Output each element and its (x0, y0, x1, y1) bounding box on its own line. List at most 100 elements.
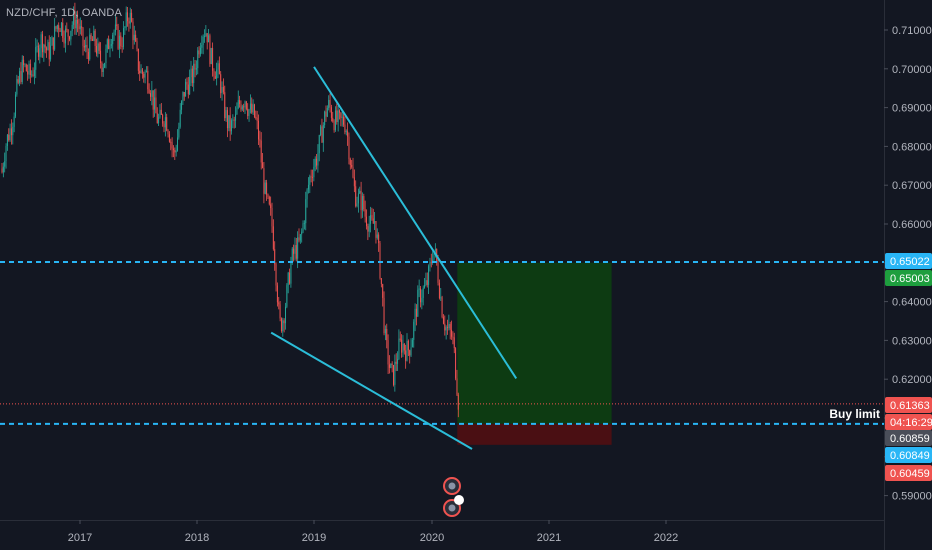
candle-body (320, 126, 322, 136)
candle-body (272, 226, 274, 250)
candle-body (159, 109, 161, 118)
candle-body (444, 323, 446, 331)
candle-body (8, 134, 10, 141)
candle-body (120, 35, 122, 47)
candle-body (379, 243, 381, 279)
candle-body (86, 44, 88, 52)
candle-body (186, 81, 188, 85)
candle-body (112, 34, 114, 45)
candle-body (256, 117, 258, 121)
candle-body (106, 39, 108, 49)
candle-body (198, 50, 200, 55)
candle-body (403, 343, 405, 351)
candle-body (451, 329, 453, 337)
candle-body (397, 359, 399, 364)
candle-body (312, 177, 313, 178)
candle-body (285, 306, 286, 324)
candle-body (232, 119, 234, 121)
candle-body (266, 182, 268, 195)
candle-body (321, 126, 323, 143)
candle-body (302, 223, 304, 232)
candle-body (147, 70, 149, 90)
candle-body (175, 150, 177, 153)
candle-body (218, 63, 220, 75)
price-label-line-bg (885, 447, 932, 463)
candle-body (78, 23, 80, 30)
candle-body (93, 30, 95, 41)
candle-body (226, 110, 228, 129)
y-tick-label: 0.68000 (892, 141, 932, 153)
candle-body (359, 190, 361, 194)
candle-body (438, 282, 440, 299)
candle-body (220, 74, 222, 94)
y-tick-label: 0.71000 (892, 25, 932, 37)
candle-body (109, 45, 111, 50)
candle-body (309, 176, 311, 185)
candle-body (97, 43, 99, 54)
candle-body (303, 223, 305, 224)
candle-body (58, 25, 60, 30)
candle-body (39, 48, 41, 57)
candle-body (141, 69, 143, 74)
price-label-target-bg (885, 270, 932, 286)
candle-body (81, 26, 83, 28)
candle-body (248, 109, 250, 117)
candle-body (152, 90, 154, 110)
candle-body (429, 261, 431, 267)
candle-body (102, 67, 104, 73)
candle-body (117, 25, 119, 49)
candle-body (247, 108, 249, 117)
candle-body (144, 71, 146, 78)
candle-body (258, 120, 259, 140)
candle-body (182, 91, 184, 102)
candle-body (442, 317, 444, 324)
candle-body (360, 190, 362, 211)
candle-body (191, 68, 193, 84)
x-tick-label: 2019 (302, 532, 326, 544)
candle-body (206, 33, 208, 43)
candle-body (193, 63, 195, 84)
candle-body (330, 107, 332, 118)
candle-body (299, 234, 301, 241)
candle-body (433, 250, 435, 260)
y-tick-label: 0.63000 (892, 335, 932, 347)
candle-body (178, 126, 180, 138)
candle-body (9, 128, 11, 141)
candle-body (407, 340, 409, 351)
candle-body (329, 100, 331, 108)
y-tick-label: 0.66000 (892, 219, 932, 231)
candle-body (374, 220, 376, 224)
candle-body (214, 76, 216, 79)
candle-body (255, 116, 257, 118)
candle-body (241, 106, 243, 110)
candle-body (406, 340, 408, 361)
trendline-upper (313, 66, 518, 379)
candle-body (306, 189, 308, 200)
candle-body (236, 108, 238, 115)
price-label-crosshair: 0.60859 (890, 433, 930, 445)
candle-body (17, 79, 19, 83)
candle-body (162, 114, 164, 124)
candle-body (23, 59, 25, 66)
candle-body (307, 184, 309, 190)
candle-body (262, 162, 264, 169)
candle-body (449, 324, 451, 330)
candle-body (74, 11, 76, 29)
candle-body (28, 63, 30, 75)
x-tick-label: 2020 (420, 532, 444, 544)
candle-body (305, 199, 307, 224)
candle-body (322, 125, 324, 143)
candle-body (372, 218, 374, 224)
candle-body (60, 22, 62, 33)
candle-body (4, 161, 6, 167)
candle-body (64, 28, 66, 44)
candle-body (367, 226, 369, 232)
candle-body (189, 76, 191, 95)
candle-body (96, 45, 97, 54)
candle-body (33, 69, 35, 76)
candle-body (19, 71, 21, 83)
candle-body (166, 117, 168, 131)
candle-body (170, 141, 172, 143)
candle-body (276, 285, 278, 303)
